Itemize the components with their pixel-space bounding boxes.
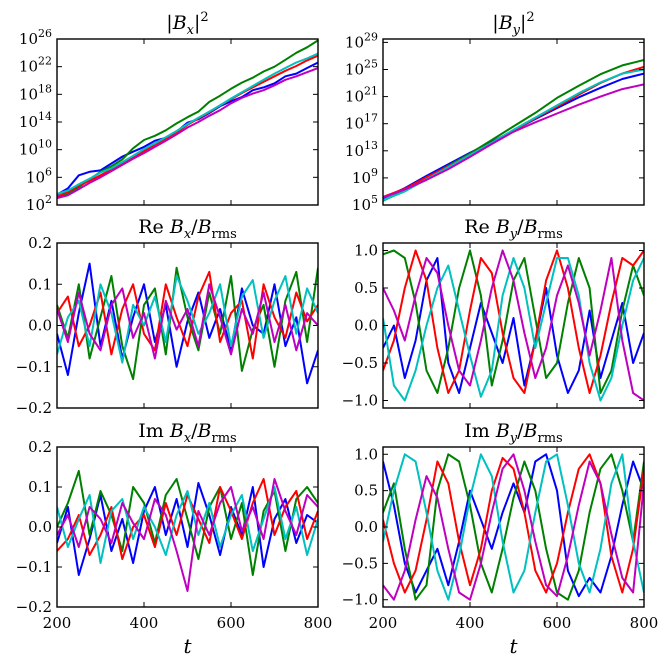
y-tick-label: 0.0 <box>354 518 378 536</box>
plot-frame <box>56 446 319 608</box>
y-tick-label: 1029 <box>345 30 378 51</box>
series-group <box>383 453 644 601</box>
panel-rebx: 0.2 0.1 0.0 −0.1 −0.2 Re Bx/Brms <box>16 216 319 417</box>
panel-title: Re Bx/Brms <box>138 216 237 242</box>
series-magenta <box>57 478 318 592</box>
x-tick-label: 200 <box>43 614 72 632</box>
y-tick-label: 1025 <box>345 57 378 78</box>
y-tick-label: 0.5 <box>354 482 378 500</box>
series-group <box>57 262 318 385</box>
series-cyan <box>57 486 318 564</box>
y-tick-label: −1.0 <box>342 392 378 410</box>
x-tick-label: 600 <box>543 614 572 632</box>
series-green <box>383 453 644 601</box>
series-green <box>57 266 318 381</box>
y-tick-label: 106 <box>26 165 52 186</box>
panel-title: Re By/Brms <box>464 216 563 242</box>
series-cyan <box>383 68 644 202</box>
y-tick-label: 0.1 <box>28 478 52 496</box>
y-tick-label: 1018 <box>19 82 52 103</box>
panel-title: Im Bx/Brms <box>138 420 236 446</box>
y-tick-label: −0.1 <box>16 558 52 576</box>
y-tick-label: 0.0 <box>28 518 52 536</box>
y-tick-label: −0.5 <box>342 554 378 572</box>
panel-title: |Bx|2 <box>166 10 208 38</box>
y-tick-label: 1.0 <box>354 242 378 260</box>
y-tick-label: 0.2 <box>28 438 52 456</box>
panel-title: |By|2 <box>492 10 534 38</box>
y-tick-label: 0.5 <box>354 279 378 297</box>
x-tick-label: 400 <box>130 614 159 632</box>
x-tick-label: 200 <box>369 614 398 632</box>
y-tick-label: 1014 <box>19 110 52 131</box>
x-tick-label: 800 <box>304 614 333 632</box>
series-magenta <box>383 249 644 402</box>
series-cyan <box>57 275 318 364</box>
series-cyan <box>57 52 318 195</box>
series-magenta <box>57 283 318 360</box>
y-tick-label: −0.2 <box>16 399 52 417</box>
series-red <box>383 249 644 394</box>
series-cyan <box>383 453 644 601</box>
series-blue <box>57 61 318 196</box>
panel-imby: 1.0 0.5 0.0 −0.5 −1.0 200 400 600 800 t Im By/Brms <box>342 420 659 658</box>
panel-by2: 1029 1025 1021 1017 1013 109 105 |By|2 <box>345 10 645 214</box>
y-tick-label: 0.1 <box>28 275 52 293</box>
y-tick-label: 1010 <box>19 138 52 159</box>
series-red <box>57 270 318 360</box>
series-group <box>57 470 318 592</box>
y-tick-label: 1021 <box>345 85 378 106</box>
plot-frame <box>382 38 645 206</box>
series-blue <box>383 453 644 598</box>
x-tick-label: 400 <box>456 614 485 632</box>
panel-reby: 1.0 0.5 0.0 −0.5 −1.0 Re By/Brms <box>342 216 645 410</box>
y-tick-label: 1017 <box>345 112 378 133</box>
x-axis-label: t <box>183 634 192 658</box>
x-tick-label: 800 <box>630 614 659 632</box>
y-tick-label: −1.0 <box>342 591 378 609</box>
y-tick-label: −0.1 <box>16 358 52 376</box>
y-tick-label: 0.0 <box>28 317 52 335</box>
x-axis-label: t <box>509 634 518 658</box>
y-tick-label: 1026 <box>19 27 52 48</box>
y-tick-label: 102 <box>26 193 52 214</box>
series-group <box>383 59 644 202</box>
x-tick-label: 600 <box>217 614 246 632</box>
y-tick-label: 1.0 <box>354 445 378 463</box>
series-magenta <box>57 67 318 200</box>
y-tick-label: 1022 <box>19 55 52 76</box>
series-group <box>383 249 644 402</box>
y-tick-label: 105 <box>352 193 378 214</box>
y-tick-label: 0.0 <box>354 317 378 335</box>
y-tick-label: 1013 <box>345 139 378 160</box>
series-group <box>57 39 318 200</box>
series-cyan <box>383 257 644 402</box>
y-tick-label: −0.2 <box>16 598 52 616</box>
y-tick-label: 0.2 <box>28 234 52 252</box>
panel-title: Im By/Brms <box>464 420 562 446</box>
y-tick-label: 109 <box>352 166 378 187</box>
series-magenta <box>383 83 644 199</box>
y-tick-label: −0.5 <box>342 354 378 372</box>
series-magenta <box>383 453 644 601</box>
panel-bx2: 1026 1022 1018 1014 1010 106 102 |Bx|2 <box>19 10 319 214</box>
